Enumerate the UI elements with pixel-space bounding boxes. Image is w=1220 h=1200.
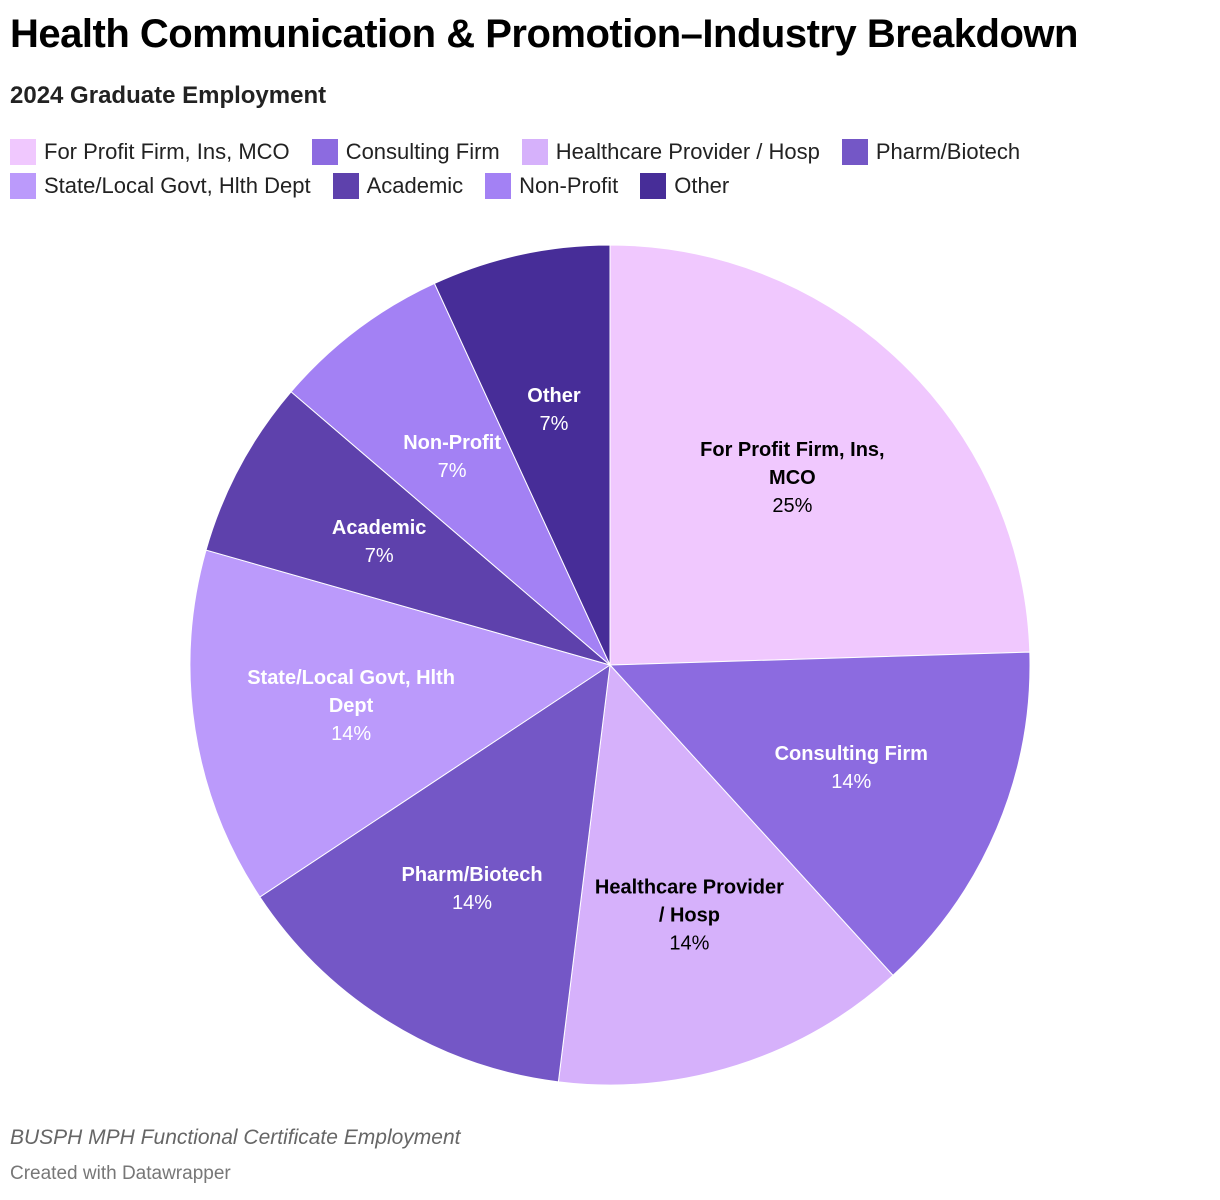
slice-label-name: Pharm/Biotech [401,864,542,886]
legend-label: Non-Profit [519,173,619,198]
pie-slice [557,663,894,1086]
legend-label: State/Local Govt, Hlth Dept [44,173,311,198]
credit-note: Created with Datawrapper [10,1163,231,1184]
slice-label-name: Dept [329,695,374,717]
slice-label: Healthcare Provider / Hosp 14% [595,877,784,955]
legend-swatch [10,173,36,199]
slice-label-value: 14% [831,771,871,793]
legend-item: For Profit Firm, Ins, MCO [10,138,290,166]
pie-slice [205,391,611,666]
legend-item: Non-Profit [485,172,618,200]
slice-label-name: Other [527,385,581,407]
slice-label: Other 7% [527,385,581,435]
slice-label-name: State/Local Govt, Hlth [247,667,455,689]
legend-swatch [10,139,36,165]
legend-swatch [841,139,868,165]
legend-item: Academic [332,172,464,200]
legend-label: Other [674,173,730,198]
legend-label: Healthcare Provider / Hosp [555,139,820,164]
slice-label: Non-Profit 7% [403,432,501,482]
slice-label: Academic 7% [332,517,427,567]
chart-title: Health Communication & Promotion–Industr… [10,12,1078,56]
legend-label: Academic [366,173,464,198]
slice-label-value: 7% [539,413,568,435]
source-note: BUSPH MPH Functional Certificate Employm… [10,1126,461,1149]
slice-label-value: 14% [669,933,709,955]
slice-label-name: Non-Profit [403,432,501,454]
slice-label-name: Consulting Firm [775,743,928,765]
pie-slice [259,663,611,1083]
legend-swatch [311,139,338,165]
slice-label: State/Local Govt, Hlth Dept 14% [247,667,455,745]
legend-swatch [521,139,548,165]
slice-label-value: 14% [452,892,492,914]
pie-slice [290,282,611,666]
pie-slice [189,549,612,898]
legend-item: Consulting Firm [311,138,500,166]
pie-slice [609,244,1031,666]
legend-item: Healthcare Provider / Hosp [521,138,820,166]
legend-item: State/Local Govt, Hlth Dept [10,172,311,200]
legend-label: For Profit Firm, Ins, MCO [44,139,290,164]
chart-subtitle: 2024 Graduate Employment [10,82,327,109]
pie-slice [608,651,1031,977]
legend-label: Consulting Firm [345,139,500,164]
slice-label-value: 7% [365,545,394,567]
slice-label-value: 25% [772,495,812,517]
legend-item: Pharm/Biotech [841,138,1021,166]
legend-swatch [332,173,359,199]
legend: For Profit Firm, Ins, MCO Consulting Firm… [10,138,1210,200]
slice-label-name: Academic [332,517,427,539]
slice-label: For Profit Firm, Ins, MCO 25% [700,439,884,517]
slice-label: Consulting Firm 14% [775,743,928,793]
slice-label-value: 7% [438,460,467,482]
slice-label-name: / Hosp [659,905,720,927]
legend-swatch [485,173,512,199]
legend-item: Other [640,172,729,200]
slice-label-name: For Profit Firm, Ins, [700,439,884,461]
slice-label-name: MCO [769,467,816,489]
slice-label-value: 14% [331,723,371,745]
slice-label: Pharm/Biotech 14% [401,864,542,914]
pie-slice [433,244,611,666]
legend-label: Pharm/Biotech [875,139,1021,164]
legend-swatch [640,173,667,199]
slice-label-name: Healthcare Provider [595,877,784,899]
